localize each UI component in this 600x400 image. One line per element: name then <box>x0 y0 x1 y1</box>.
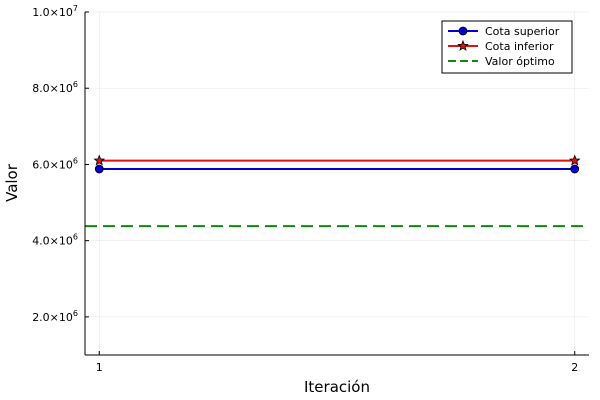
y-tick-exponent: 7 <box>73 4 78 13</box>
legend-marker <box>458 26 468 36</box>
legend-marker <box>457 39 469 51</box>
y-tick-label: 8.0×106 <box>32 80 78 95</box>
data-point <box>568 154 581 166</box>
x-tick-label: 1 <box>96 361 103 374</box>
series-group <box>85 154 589 228</box>
legend-label: Cota inferior <box>485 40 554 53</box>
series-1 <box>93 154 581 166</box>
y-tick-exponent: 6 <box>73 233 78 242</box>
y-tick-label: 2.0×106 <box>32 309 78 324</box>
y-tick-mantissa: 8.0×10 <box>32 82 73 95</box>
data-point <box>94 164 104 174</box>
y-tick-exponent: 6 <box>73 80 78 89</box>
series-0 <box>94 164 580 174</box>
y-tick-label: 1.0×107 <box>32 4 78 19</box>
y-axis-title: Valor <box>3 163 21 202</box>
y-tick-exponent: 6 <box>73 156 78 165</box>
legend-label: Valor óptimo <box>485 55 555 68</box>
data-point <box>570 164 580 174</box>
y-tick-mantissa: 2.0×10 <box>32 311 73 324</box>
x-axis-title: Iteración <box>304 378 370 396</box>
legend-item: Cota inferior <box>448 39 554 53</box>
y-tick-mantissa: 6.0×10 <box>32 158 73 171</box>
grid <box>85 11 589 355</box>
y-tick-label: 6.0×106 <box>32 156 78 171</box>
legend-item: Valor óptimo <box>448 55 555 68</box>
y-tick-mantissa: 4.0×10 <box>32 235 73 248</box>
legend: Cota superior Cota inferior Valor óptimo <box>441 20 573 74</box>
y-tick-exponent: 6 <box>73 309 78 318</box>
axes <box>84 12 589 356</box>
legend-item: Cota superior <box>448 25 560 38</box>
y-tick-mantissa: 1.0×10 <box>32 6 73 19</box>
x-tick-label: 2 <box>571 361 578 374</box>
data-point <box>93 154 106 166</box>
y-tick-label: 4.0×106 <box>32 233 78 248</box>
legend-label: Cota superior <box>485 25 560 38</box>
